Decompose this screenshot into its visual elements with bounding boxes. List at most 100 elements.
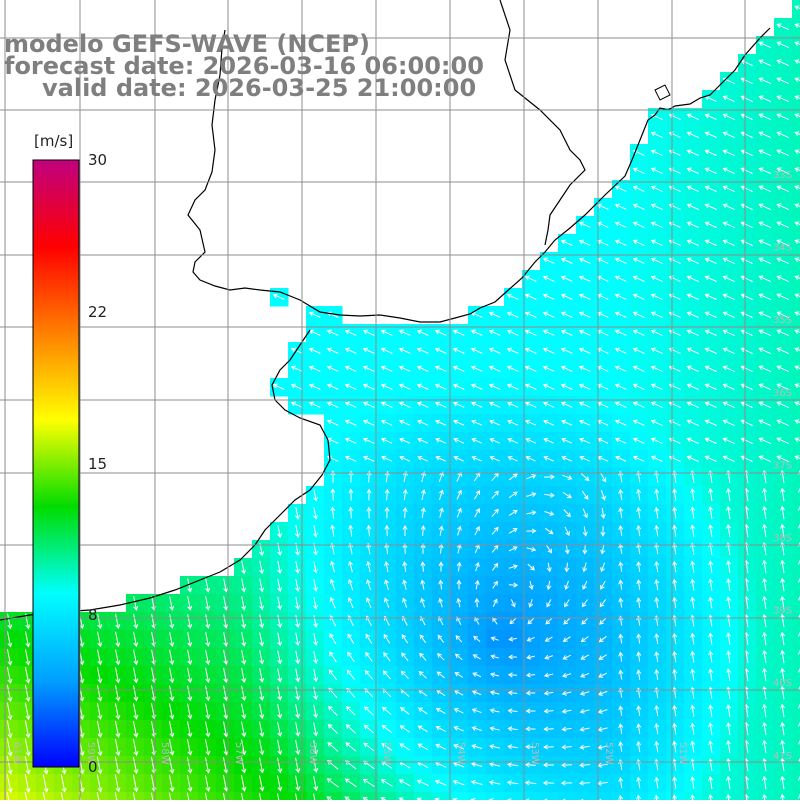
field-cell bbox=[792, 234, 800, 253]
lat-label: 35S bbox=[773, 315, 792, 326]
field-cell bbox=[72, 792, 91, 800]
field-cell bbox=[180, 792, 199, 800]
field-cell bbox=[792, 720, 800, 739]
field-cell bbox=[288, 792, 307, 800]
field-cell bbox=[792, 702, 800, 721]
lon-label: 57W bbox=[233, 742, 244, 765]
lagoon-outline bbox=[655, 85, 670, 100]
field-cell bbox=[396, 792, 415, 800]
field-cell bbox=[792, 522, 800, 541]
colorbar bbox=[33, 160, 79, 767]
lat-label: 39S bbox=[773, 606, 792, 617]
field-cell bbox=[54, 792, 73, 800]
field-cell bbox=[792, 774, 800, 793]
colorbar-tick: 8 bbox=[88, 606, 98, 624]
colorbar-ramp bbox=[33, 160, 79, 767]
field-cell bbox=[540, 792, 559, 800]
field-cell bbox=[792, 162, 800, 181]
field-cell bbox=[378, 792, 397, 800]
field-cell bbox=[342, 792, 361, 800]
field-cell bbox=[504, 792, 523, 800]
field-cell bbox=[144, 792, 163, 800]
field-cell bbox=[90, 792, 109, 800]
lon-label: 53W bbox=[529, 742, 540, 765]
field-cell bbox=[576, 792, 595, 800]
field-cell bbox=[792, 90, 800, 109]
field-cell bbox=[792, 72, 800, 91]
lon-label: 54W bbox=[455, 742, 466, 765]
field-cell bbox=[792, 450, 800, 469]
field-cell bbox=[216, 792, 235, 800]
valid-date: valid date: 2026-03-25 21:00:00 bbox=[42, 76, 476, 100]
field-cell bbox=[198, 792, 217, 800]
field-cell bbox=[432, 792, 451, 800]
field-cell bbox=[792, 180, 800, 199]
lat-label: 41S bbox=[773, 751, 792, 762]
field-cell bbox=[792, 414, 800, 433]
field-cell bbox=[792, 144, 800, 163]
lon-label: 61W bbox=[11, 742, 22, 765]
field-cell bbox=[792, 540, 800, 559]
field-cell bbox=[792, 396, 800, 415]
field-cell bbox=[792, 792, 800, 800]
field-cell bbox=[792, 756, 800, 775]
lat-label: 36S bbox=[773, 388, 792, 399]
field-cell bbox=[792, 216, 800, 235]
field-cell bbox=[792, 630, 800, 649]
colorbar-tick: 0 bbox=[88, 758, 98, 776]
field-cell bbox=[792, 576, 800, 595]
lat-label: 33S bbox=[773, 170, 792, 181]
lon-label: 55W bbox=[381, 742, 392, 765]
lon-label: 58W bbox=[159, 742, 170, 765]
lon-label: 51W bbox=[677, 742, 688, 765]
colorbar-tick: 22 bbox=[88, 303, 107, 321]
lon-label: 52W bbox=[603, 742, 614, 765]
coastline-uruguay-north bbox=[500, 0, 585, 245]
lon-label: 56W bbox=[307, 742, 318, 765]
field-cell bbox=[630, 792, 649, 800]
field-cell bbox=[18, 792, 37, 800]
field-cell bbox=[126, 792, 145, 800]
field-cell bbox=[792, 18, 800, 37]
field-cell bbox=[792, 468, 800, 487]
field-cell bbox=[792, 342, 800, 361]
field-cell bbox=[792, 486, 800, 505]
field-cell bbox=[162, 792, 181, 800]
field-cell bbox=[792, 126, 800, 145]
field-cell bbox=[0, 792, 19, 800]
field-cell bbox=[252, 792, 271, 800]
field-cell bbox=[792, 306, 800, 325]
field-cell bbox=[792, 378, 800, 397]
lat-label: 37S bbox=[773, 460, 792, 471]
field-cell bbox=[792, 108, 800, 127]
field-cell bbox=[594, 792, 613, 800]
colorbar-tick: 15 bbox=[88, 455, 107, 473]
field-cell bbox=[468, 792, 487, 800]
field-cell bbox=[792, 36, 800, 55]
field-cell bbox=[792, 594, 800, 613]
field-cell bbox=[792, 738, 800, 757]
field-cell bbox=[792, 0, 800, 19]
field-cell bbox=[792, 666, 800, 685]
field-cell bbox=[306, 792, 325, 800]
field-cell bbox=[108, 792, 127, 800]
lat-label: 34S bbox=[773, 243, 792, 254]
field-cell bbox=[414, 792, 433, 800]
field-cell bbox=[270, 792, 289, 800]
field-cell bbox=[792, 432, 800, 451]
field-cell bbox=[792, 504, 800, 523]
field-cell bbox=[792, 684, 800, 703]
field-cell bbox=[792, 288, 800, 307]
field-cell bbox=[792, 198, 800, 217]
field-cell bbox=[558, 792, 577, 800]
field-cell bbox=[792, 54, 800, 73]
lat-label: 38S bbox=[773, 533, 792, 544]
field-cell bbox=[792, 648, 800, 667]
lat-label: 40S bbox=[773, 678, 792, 689]
field-cell bbox=[234, 792, 253, 800]
field-cell bbox=[792, 612, 800, 631]
field-cell bbox=[612, 792, 631, 800]
field-cell bbox=[792, 360, 800, 379]
